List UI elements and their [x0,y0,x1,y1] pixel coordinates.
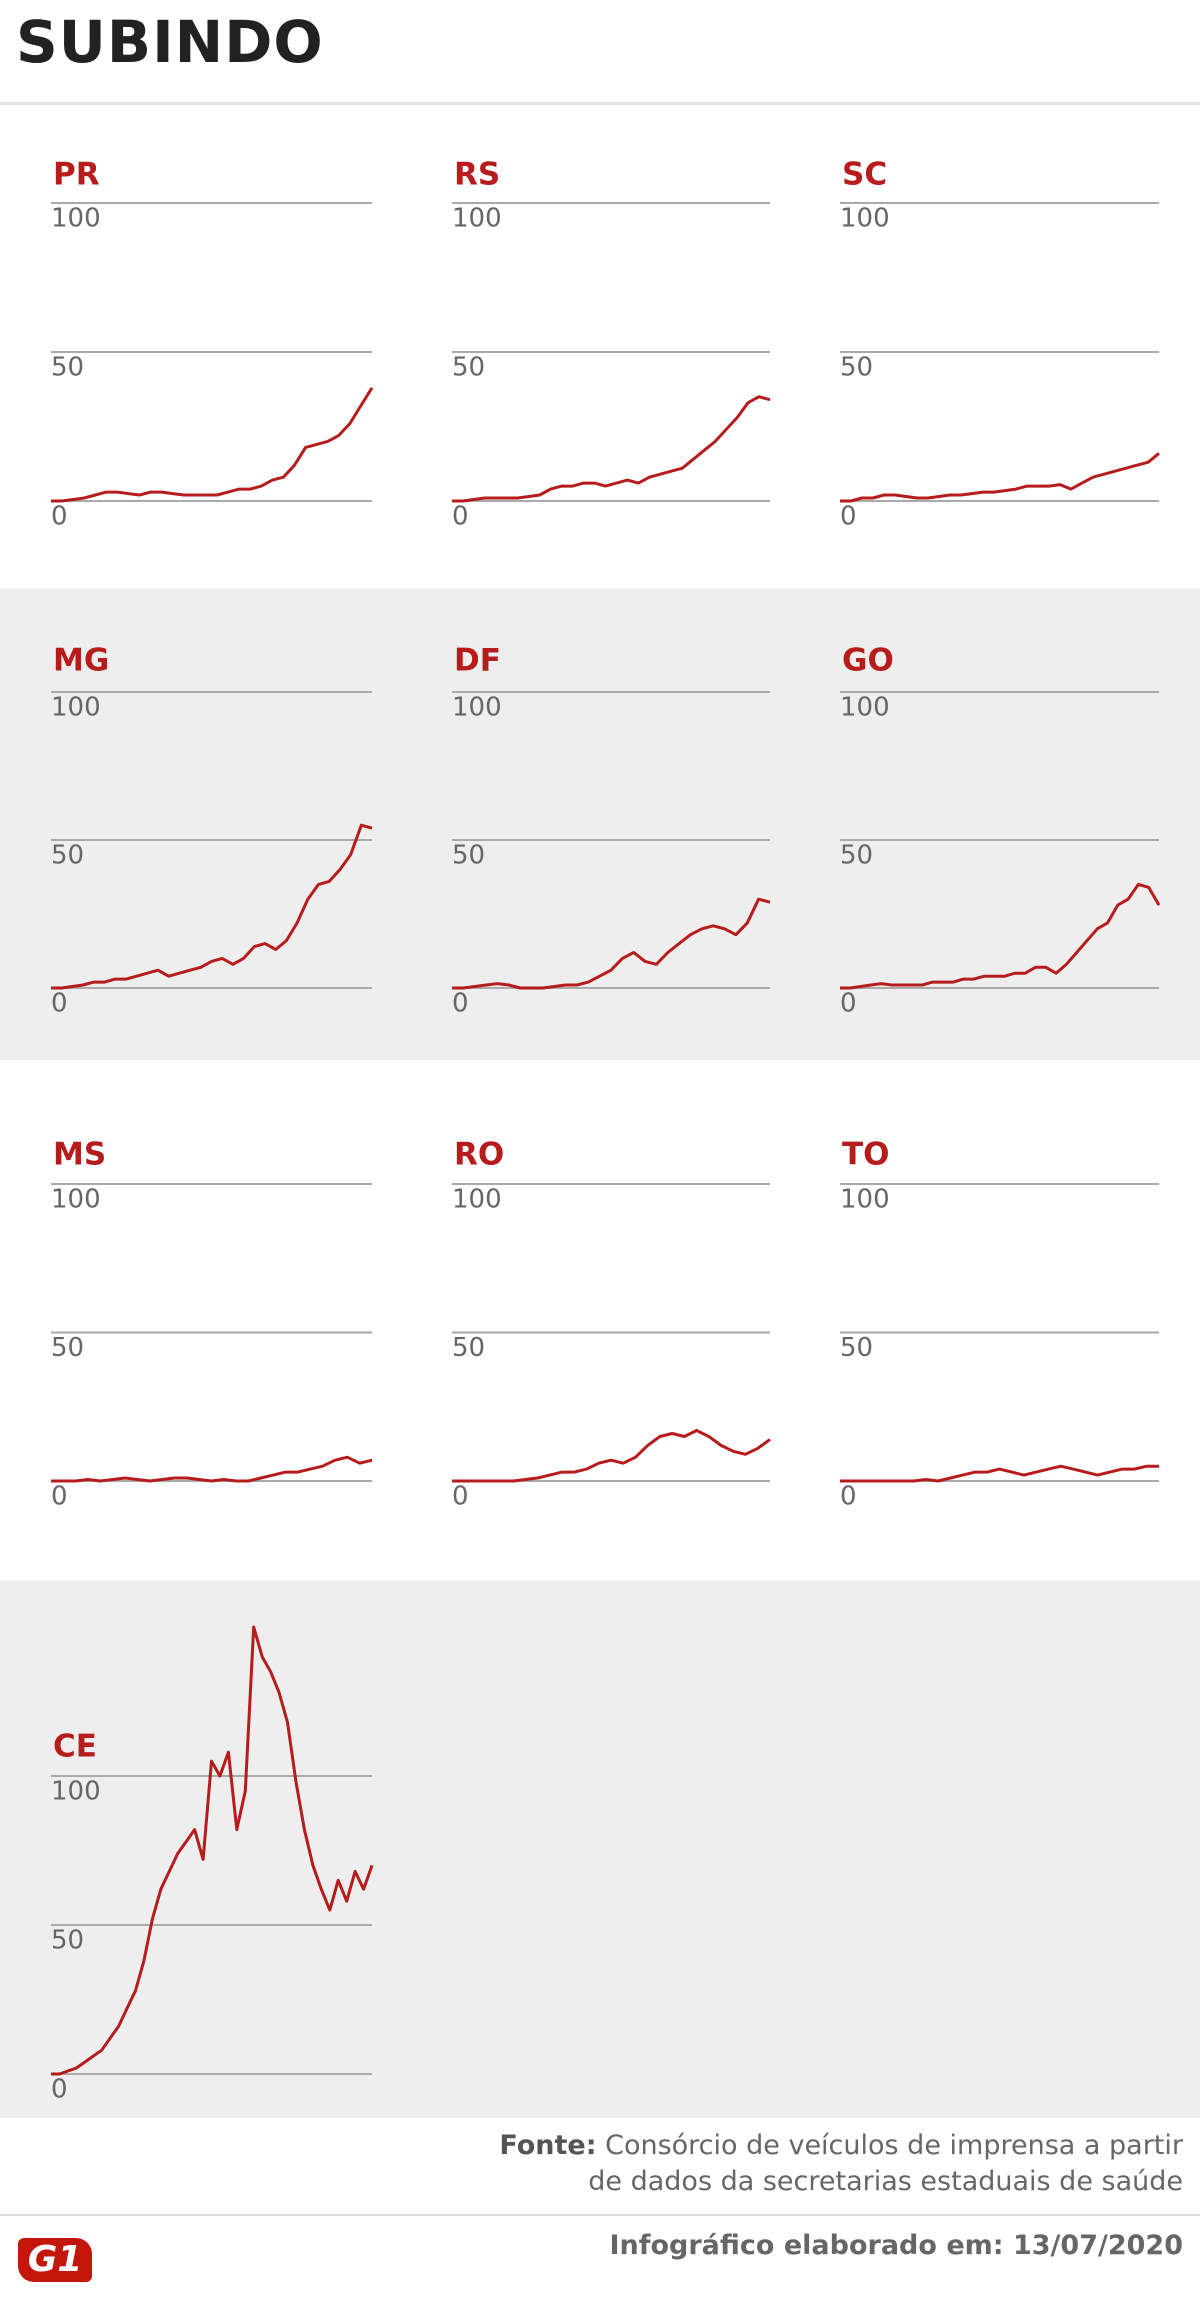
y-tick-label: 50 [51,841,84,871]
data-line [452,897,771,990]
y-tick-label: 50 [51,1333,84,1363]
chart-title: GO [842,643,894,679]
chart-title: MS [53,1137,106,1173]
y-tick-label: 0 [452,989,469,1019]
separator [0,102,1200,105]
y-tick-label: 100 [452,693,502,723]
y-tick-label: 0 [51,1482,68,1512]
y-tick-label: 50 [452,841,485,871]
chart-title: SC [842,157,887,193]
source: Fonte: Consórcio de veículos de imprensa… [463,2128,1183,2200]
data-line [840,1464,1159,1483]
chart-title: MG [53,643,109,679]
data-line [51,1625,374,2076]
data-line [840,452,1160,503]
y-tick-label: 0 [51,2075,68,2105]
y-tick-label: 100 [51,204,101,234]
chart-title: RS [454,157,500,193]
y-tick-label: 50 [840,353,873,383]
y-tick-label: 100 [840,693,890,723]
row-background [0,589,1200,1060]
y-tick-label: 100 [452,204,502,234]
y-tick-label: 0 [840,502,857,532]
y-tick-label: 0 [840,989,857,1019]
data-line [51,1455,373,1483]
logo: G1 [18,2238,92,2282]
y-tick-label: 100 [840,1185,890,1215]
chart-title: CE [53,1729,97,1765]
y-tick-label: 0 [840,1482,857,1512]
data-line [452,1429,771,1483]
data-line [452,395,771,503]
y-tick-label: 50 [51,1926,84,1956]
y-tick-label: 50 [452,1333,485,1363]
source-text: Consórcio de veículos de imprensa a part… [588,2130,1183,2197]
charts: PR 0 50 100 RS 0 50 100 SC 0 50 100 MG 0 50 100 DF 0 50 100… [0,157,1200,2118]
y-tick-label: 0 [51,502,68,532]
chart-title: RO [454,1137,504,1173]
data-line [51,823,373,990]
source-label: Fonte: [499,2130,597,2161]
y-tick-label: 0 [452,502,469,532]
y-tick-label: 100 [51,1777,101,1807]
y-tick-label: 100 [452,1185,502,1215]
y-tick-label: 50 [51,353,84,383]
y-tick-label: 100 [51,1185,101,1215]
data-line [51,387,374,503]
y-tick-label: 0 [51,989,68,1019]
chart-title: PR [53,157,100,193]
y-tick-label: 50 [840,1333,873,1363]
page-title: SUBINDO [16,8,324,76]
credit: Infográfico elaborado em: 13/07/2020 [609,2230,1183,2261]
y-tick-label: 100 [840,204,890,234]
y-tick-label: 50 [452,353,485,383]
y-tick-label: 0 [452,1482,469,1512]
separator [0,2214,1200,2216]
y-tick-label: 50 [840,841,873,871]
y-tick-label: 100 [51,693,101,723]
chart-title: DF [454,643,501,679]
chart-title: TO [842,1137,890,1173]
data-line [840,882,1161,990]
